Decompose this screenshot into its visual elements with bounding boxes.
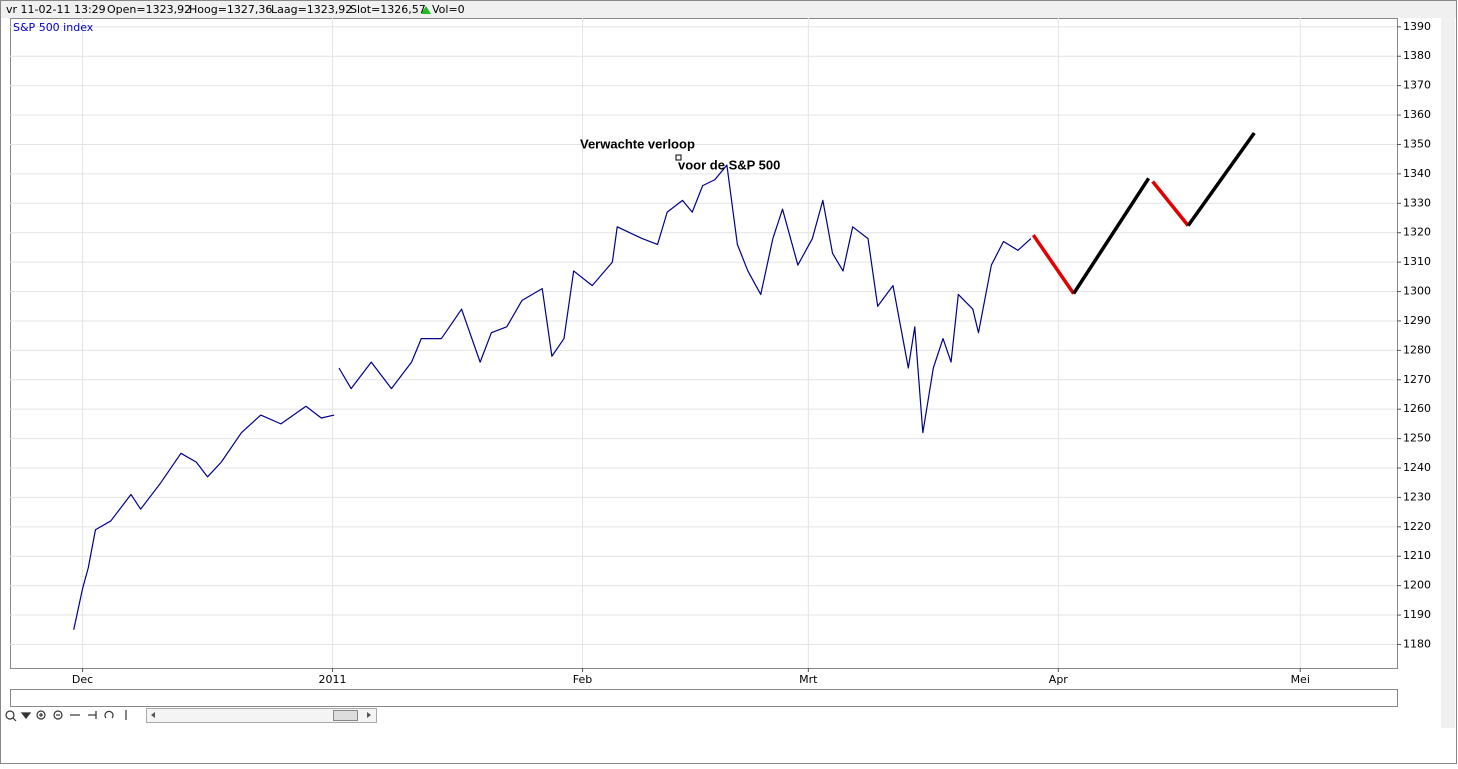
info-open: Open=1323,92: [107, 3, 191, 16]
annotation: Verwachte verloop: [580, 136, 695, 151]
reset[interactable]: [104, 710, 114, 719]
y-tick-label: 1240: [1403, 461, 1431, 474]
x-tick-label: Mei: [1291, 673, 1310, 686]
forecast-line: [1151, 180, 1190, 227]
forecast-line: [1031, 234, 1076, 295]
y-tick-label: 1250: [1403, 432, 1431, 445]
y-tick-label: 1280: [1403, 343, 1431, 356]
y-tick-label: 1390: [1403, 20, 1431, 33]
y-tick-label: 1320: [1403, 226, 1431, 239]
info-date: vr 11-02-11 13:29: [6, 3, 106, 16]
y-tick-label: 1310: [1403, 255, 1431, 268]
scroll-area[interactable]: [10, 689, 1398, 707]
info-close: Slot=1326,57: [350, 3, 426, 16]
info-bar: [1, 1, 1456, 18]
info-volume: Vol=0: [432, 3, 465, 16]
y-tick-label: 1230: [1403, 490, 1431, 503]
zoom-out[interactable]: [53, 710, 63, 720]
y-tick-label: 1340: [1403, 167, 1431, 180]
y-tick-label: 1200: [1403, 579, 1431, 592]
y-tick-label: 1210: [1403, 549, 1431, 562]
scrollbar[interactable]: [146, 708, 377, 723]
x-tick-label: Apr: [1049, 673, 1069, 686]
y-tick-label: 1180: [1403, 637, 1431, 650]
y-tick-label: 1330: [1403, 196, 1431, 209]
side-panel: [1441, 18, 1455, 728]
info-high: Hoog=1327,36: [189, 3, 272, 16]
toolbar: [5, 710, 127, 722]
zoom-menu[interactable]: [20, 712, 32, 719]
y-tick-label: 1290: [1403, 314, 1431, 327]
y-tick-label: 1260: [1403, 402, 1431, 415]
annotation-marker: [675, 154, 682, 161]
scroll-right[interactable]: [367, 712, 371, 718]
annotation: voor de S&P 500: [678, 157, 780, 172]
y-tick-label: 1360: [1403, 108, 1431, 121]
y-tick-label: 1300: [1403, 285, 1431, 298]
price-line: [73, 164, 1032, 630]
up-arrow: [421, 6, 431, 14]
y-tick-label: 1270: [1403, 373, 1431, 386]
y-tick-label: 1370: [1403, 79, 1431, 92]
y-tick-label: 1380: [1403, 49, 1431, 62]
x-tick-label: 2011: [319, 673, 347, 686]
forecast-line: [1186, 131, 1256, 227]
series-label: S&P 500 index: [13, 21, 94, 34]
scroll-left[interactable]: [151, 712, 155, 718]
scroll-thumb[interactable]: [333, 710, 358, 721]
y-tick-label: 1350: [1403, 137, 1431, 150]
x-tick-label: Feb: [573, 673, 592, 686]
zoom-tool[interactable]: [5, 710, 15, 720]
x-tick-label: Dec: [72, 673, 93, 686]
info-low: Laag=1323,92: [271, 3, 352, 16]
zoom-in[interactable]: [36, 710, 46, 720]
plot-frame: [10, 18, 1398, 669]
y-tick-label: 1190: [1403, 608, 1431, 621]
forecast-line: [1072, 177, 1151, 295]
y-tick-label: 1220: [1403, 520, 1431, 533]
x-tick-label: Mrt: [799, 673, 818, 686]
